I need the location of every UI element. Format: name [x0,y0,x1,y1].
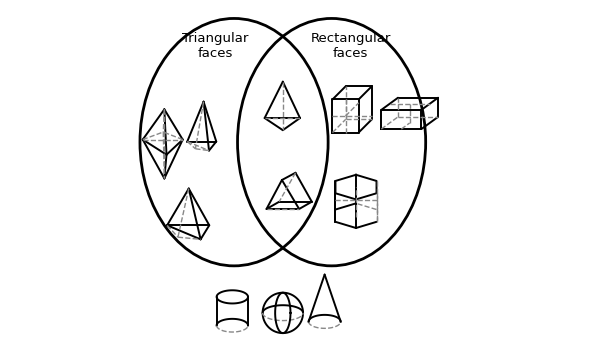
Text: Triangular
faces: Triangular faces [181,33,248,61]
Text: Rectangular
faces: Rectangular faces [310,33,391,61]
